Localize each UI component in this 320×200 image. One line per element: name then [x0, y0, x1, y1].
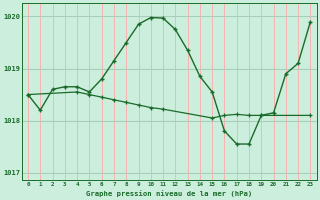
X-axis label: Graphe pression niveau de la mer (hPa): Graphe pression niveau de la mer (hPa)	[86, 190, 252, 197]
